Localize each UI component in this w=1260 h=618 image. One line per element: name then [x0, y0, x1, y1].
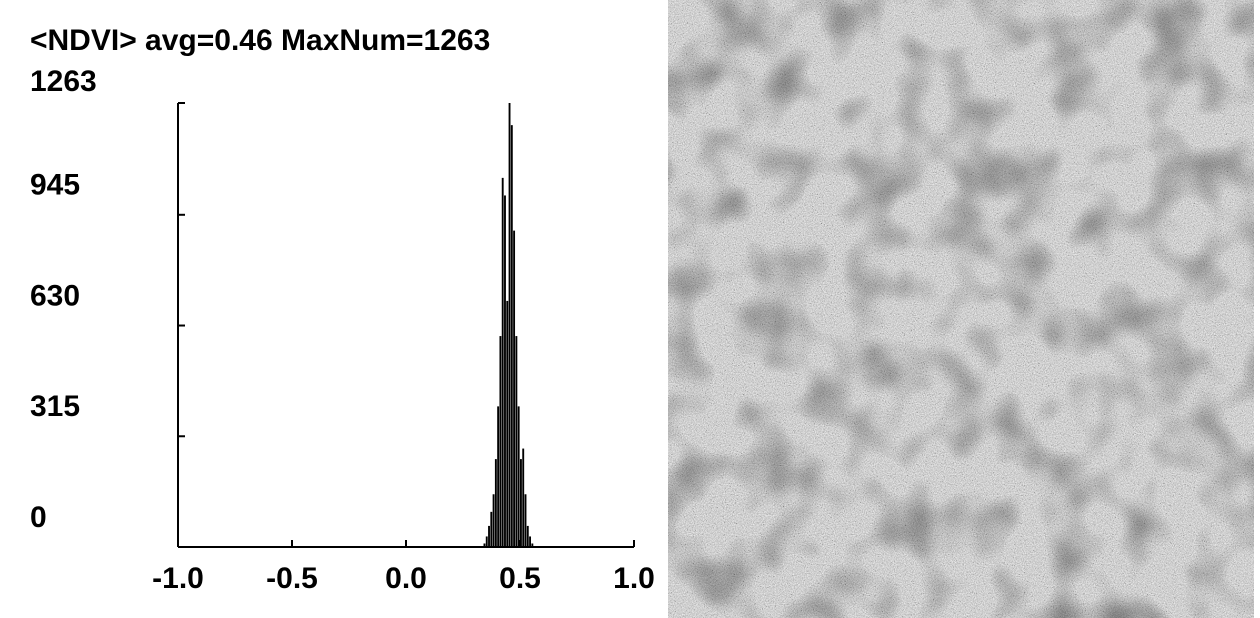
y-tick-label: 945: [30, 169, 80, 202]
histogram-bar: [504, 195, 506, 547]
histogram-bar: [508, 103, 511, 547]
histogram-bar: [526, 525, 529, 547]
histogram-bar: [497, 406, 500, 547]
x-tick-label: 1.0: [613, 562, 655, 595]
histogram-bar: [485, 536, 488, 547]
histogram-bar: [499, 336, 502, 547]
histogram-bar: [531, 543, 534, 547]
histogram-bar: [522, 448, 525, 547]
y-tick-label: 0: [30, 501, 47, 534]
histogram-bar: [494, 459, 497, 547]
y-tick-label: 1263: [30, 65, 97, 98]
histogram-bar: [483, 543, 486, 547]
histogram-bar: [513, 230, 516, 547]
y-tick-label: 315: [30, 390, 80, 423]
histogram-bar: [488, 525, 490, 547]
histogram-bar: [529, 536, 531, 547]
histogram-bar: [501, 177, 504, 548]
histogram-bar: [510, 125, 513, 547]
x-tick-label: -0.5: [266, 562, 318, 595]
histogram-bar: [490, 511, 493, 547]
histogram-bar: [520, 459, 522, 547]
x-tick-label: -1.0: [152, 562, 204, 595]
histogram-bar: [517, 406, 520, 547]
x-tick-label: 0.5: [499, 562, 541, 595]
x-tick-label: 0.0: [385, 562, 427, 595]
y-tick-label: 630: [30, 279, 80, 312]
histogram-bar: [492, 494, 495, 547]
histogram-bar: [506, 300, 509, 547]
chart-title: <NDVI> avg=0.46 MaxNum=1263: [30, 24, 490, 57]
histogram-bar: [524, 494, 527, 547]
ndvi-image-shade: [668, 0, 1254, 618]
histogram-bar: [515, 336, 518, 547]
